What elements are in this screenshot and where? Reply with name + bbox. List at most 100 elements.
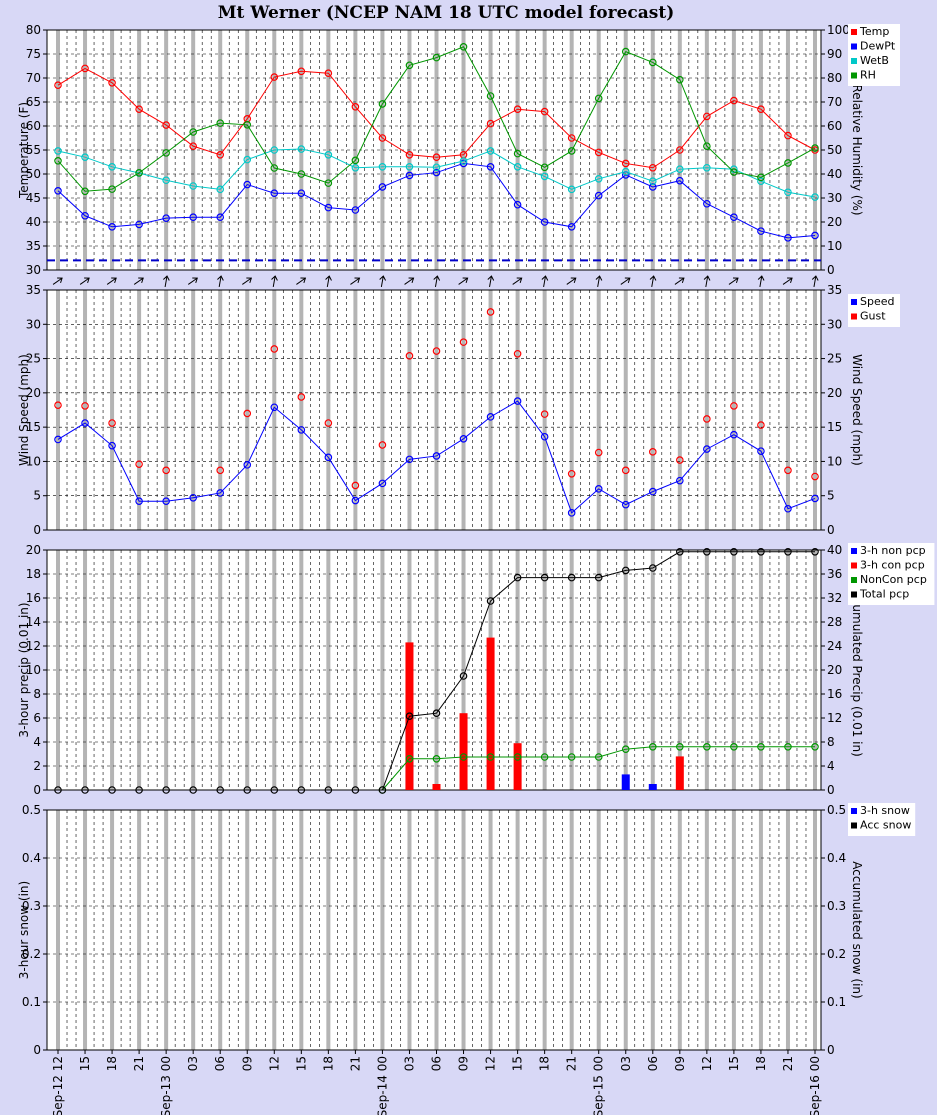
data-point <box>189 786 197 794</box>
data-point <box>811 193 819 201</box>
y2-tick-label: 10 <box>827 239 842 253</box>
data-point <box>162 176 170 185</box>
data-point <box>676 75 684 84</box>
y2-tick-label: 40 <box>827 167 842 181</box>
data-point <box>676 146 684 154</box>
data-point <box>405 455 414 464</box>
y-axis-label: Temperature (F) <box>17 102 31 199</box>
data-point <box>405 163 414 171</box>
wind-arrow-head <box>787 277 793 284</box>
y-tick-label: 50 <box>26 167 41 181</box>
data-point <box>351 163 360 172</box>
wind-arrow <box>566 277 577 285</box>
data-point <box>730 547 738 556</box>
y2-axis-label: Relative Humidity (%) <box>850 84 864 215</box>
wind-arrow <box>541 275 549 287</box>
y2-tick-label: 90 <box>827 47 842 61</box>
wind-arrow <box>595 275 603 287</box>
data-point <box>270 786 279 794</box>
y-axis-label: Wind Speed (mph) <box>17 354 31 466</box>
y2-tick-label: 16 <box>827 687 842 701</box>
data-point <box>216 786 225 794</box>
data-point <box>459 159 468 168</box>
data-point <box>703 142 711 150</box>
data-point <box>108 163 116 171</box>
data-point <box>216 466 225 475</box>
wind-arrow-shaft <box>187 277 198 285</box>
data-point <box>621 159 630 168</box>
x-tick-label: Sep-12 12 <box>51 1056 65 1115</box>
data-point <box>486 753 495 761</box>
wind-arrow-shaft <box>434 275 438 287</box>
wind-arrow-shaft <box>242 277 252 285</box>
data-point <box>811 231 819 240</box>
data-point <box>784 188 792 197</box>
y2-tick-label: 24 <box>827 639 842 653</box>
data-point <box>676 456 684 464</box>
x-tick-label: 21 <box>781 1056 795 1071</box>
y2-tick-label: 4 <box>827 759 835 773</box>
y2-tick-label: 70 <box>827 95 842 109</box>
wind-arrow-head <box>57 277 63 284</box>
data-point <box>405 754 414 763</box>
data-point <box>567 134 576 142</box>
wind-arrow <box>379 275 387 287</box>
data-point <box>540 432 549 441</box>
precip-bar-3-h-con-pcp <box>675 756 684 790</box>
data-point <box>351 481 360 490</box>
data-point <box>540 410 549 418</box>
x-tick-label: 12 <box>484 1056 498 1071</box>
data-point <box>703 112 711 121</box>
data-point <box>432 153 441 162</box>
panel-3: 0246810121416182004812162024283236403-ho… <box>17 543 935 797</box>
data-point <box>703 415 711 423</box>
x-tick-label: 21 <box>348 1056 362 1071</box>
y-tick-label: 10 <box>26 454 41 468</box>
chart-title: Mt Werner (NCEP NAM 18 UTC model forecas… <box>218 3 675 23</box>
data-point <box>324 786 333 794</box>
data-point <box>594 448 603 457</box>
data-point <box>81 187 89 196</box>
data-point <box>486 147 495 155</box>
data-point <box>81 211 89 220</box>
data-point <box>432 347 441 355</box>
wind-arrow-shaft <box>813 275 817 287</box>
wind-arrow-head <box>570 277 577 284</box>
y-tick-label: 14 <box>26 615 41 629</box>
data-point <box>594 485 603 493</box>
data-point <box>459 434 468 443</box>
wind-arrow <box>79 277 90 285</box>
wind-arrow-head <box>811 275 819 281</box>
y-tick-label: 25 <box>26 352 41 366</box>
legend-swatch <box>851 562 857 569</box>
data-point <box>513 397 522 405</box>
wind-arrow <box>163 275 170 287</box>
x-tick-label: 12 <box>700 1056 714 1071</box>
wind-arrow-shaft <box>543 275 547 287</box>
wind-arrow-head <box>300 277 307 284</box>
wind-arrow <box>133 277 144 285</box>
y-tick-label: 30 <box>26 263 41 277</box>
data-point <box>730 742 738 751</box>
wind-arrow <box>458 277 469 285</box>
y2-tick-label: 100 <box>827 23 850 37</box>
y2-tick-label: 0.2 <box>827 947 846 961</box>
data-point <box>324 179 333 187</box>
y-tick-label: 55 <box>26 143 41 157</box>
data-point <box>567 509 576 517</box>
panel-4: 0 0.1 0.2 0.3 0.4 0.5 0 0.1 0.2 0.3 0.4 0.5 3-hour s… <box>17 803 916 1057</box>
y-tick-label: 0.2 <box>22 947 41 961</box>
wind-arrow-shaft <box>566 277 577 285</box>
y2-tick-label: 0 <box>827 523 835 537</box>
data-point <box>486 597 495 605</box>
y2-tick-label: 50 <box>827 143 842 157</box>
data-point <box>459 42 468 51</box>
x-tick-label: 06 <box>430 1056 444 1071</box>
y2-tick-label: 0.3 <box>827 899 846 913</box>
data-point <box>621 466 630 475</box>
wind-arrow-head <box>84 277 90 284</box>
data-point <box>135 105 143 114</box>
data-point <box>216 489 225 497</box>
data-point <box>621 47 630 56</box>
